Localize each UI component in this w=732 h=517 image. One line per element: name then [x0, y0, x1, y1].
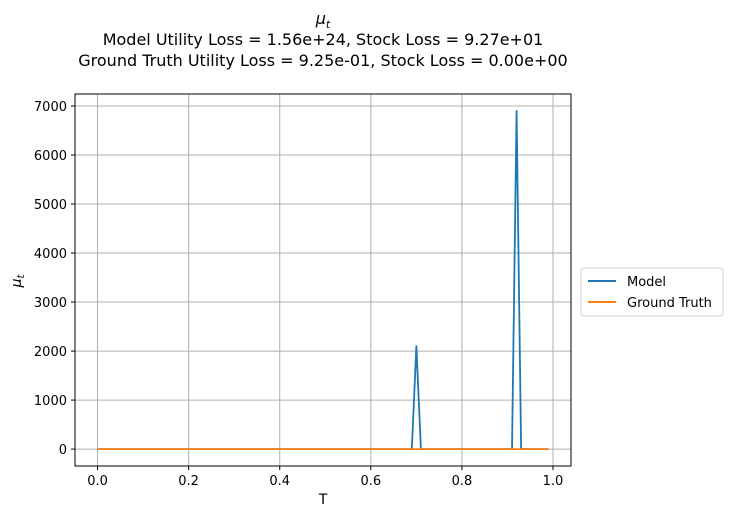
x-axis-label: T [318, 492, 328, 508]
x-tick-label: 0.4 [269, 474, 290, 489]
x-tick-label: 0.6 [360, 474, 381, 489]
legend-box [580, 267, 724, 317]
series-line-model [97, 110, 549, 450]
y-tick-label: 7000 [34, 100, 67, 115]
y-tick-label: 2000 [34, 345, 67, 360]
chart-title-line-2: Model Utility Loss = 1.56e+24, Stock Los… [103, 30, 544, 49]
legend-ground-truth-label: Ground Truth [627, 296, 712, 311]
legend-model-label: Model [627, 275, 666, 290]
x-tick-label: 1.0 [543, 474, 564, 489]
grid [75, 94, 571, 466]
x-tick-label: 0.2 [178, 474, 199, 489]
y-tick-label: 0 [59, 443, 67, 458]
y-tick-label: 6000 [34, 149, 67, 164]
chart-title-line-3: Ground Truth Utility Loss = 9.25e-01, St… [78, 51, 567, 70]
legend: Model Ground Truth [580, 267, 724, 317]
chart-title-symbol: μt [315, 9, 331, 31]
x-tick-label: 0.8 [452, 474, 473, 489]
y-axis-label: μt [9, 274, 27, 289]
x-axis-ticks: 0.0 0.2 0.4 0.6 0.8 1.0 [87, 466, 563, 489]
y-axis-ticks: 0 1000 2000 3000 4000 5000 6000 7000 [34, 100, 75, 458]
x-tick-label: 0.0 [87, 474, 108, 489]
y-tick-label: 1000 [34, 394, 67, 409]
series-group [97, 110, 549, 450]
plot-frame [74, 93, 572, 467]
y-tick-label: 4000 [34, 247, 67, 262]
y-tick-label: 3000 [34, 296, 67, 311]
y-tick-label: 5000 [34, 198, 67, 213]
